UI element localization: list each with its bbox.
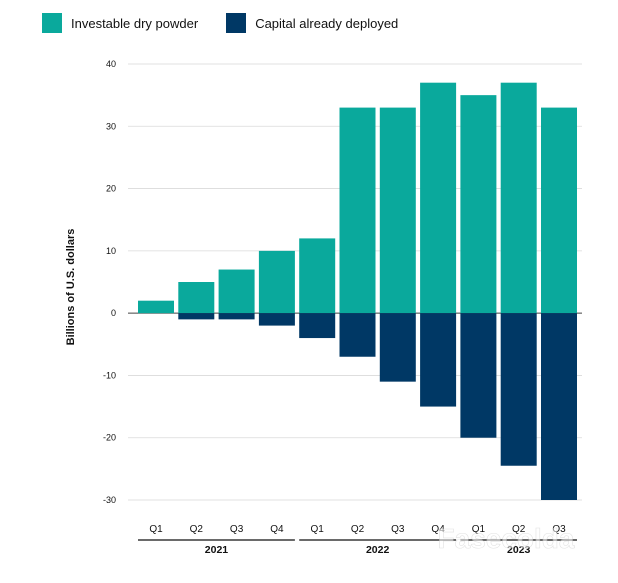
bar-capital-deployed <box>258 313 295 326</box>
bar-capital-deployed <box>299 313 336 339</box>
legend-item-dry-powder: Investable dry powder <box>42 13 198 33</box>
year-label: 2021 <box>205 544 229 556</box>
x-tick-label: Q2 <box>351 524 365 535</box>
legend-label-dry-powder: Investable dry powder <box>71 15 199 31</box>
legend-label-capital-deployed: Capital already deployed <box>255 15 399 31</box>
bar-capital-deployed <box>218 313 255 320</box>
chart-legend: Investable dry powder Capital already de… <box>42 13 426 33</box>
x-tick-label: Q3 <box>391 524 405 535</box>
year-label: 2023 <box>507 544 531 556</box>
bar-dry-powder <box>500 82 537 314</box>
y-tick-label: -20 <box>103 433 116 443</box>
bar-dry-powder <box>138 300 174 314</box>
y-tick-label: -10 <box>103 370 116 380</box>
y-tick-label: 20 <box>106 184 116 194</box>
legend-swatch-capital-deployed <box>226 13 247 33</box>
bar-capital-deployed <box>339 313 376 357</box>
x-tick-label: Q1 <box>311 524 325 535</box>
y-tick-label: 30 <box>106 121 116 131</box>
x-tick-label: Q4 <box>270 524 284 535</box>
y-tick-label: -30 <box>103 495 116 505</box>
bar-dry-powder <box>218 269 255 314</box>
x-tick-label: Q2 <box>512 524 526 535</box>
bar-dry-powder <box>339 107 376 314</box>
year-label: 2022 <box>366 544 390 556</box>
x-tick-label: Q1 <box>149 524 163 535</box>
bar-capital-deployed <box>500 313 537 466</box>
x-tick-label: Q3 <box>552 524 566 535</box>
bar-dry-powder <box>258 250 295 314</box>
watermark-logo: Fasecolda <box>438 523 575 554</box>
bar-capital-deployed <box>379 313 416 382</box>
y-tick-label: 40 <box>106 59 116 69</box>
bar-dry-powder <box>379 107 416 314</box>
bar-dry-powder <box>541 107 577 314</box>
bar-capital-deployed <box>420 313 457 407</box>
x-tick-label: Q3 <box>230 524 244 535</box>
bar-capital-deployed <box>178 313 215 320</box>
x-tick-label: Q1 <box>472 524 486 535</box>
x-tick-label: Q2 <box>190 524 204 535</box>
legend-swatch-dry-powder <box>42 13 62 33</box>
bar-dry-powder <box>420 82 457 314</box>
bar-dry-powder <box>178 282 215 314</box>
bar-dry-powder <box>299 238 336 314</box>
legend-item-capital-deployed: Capital already deployed <box>226 13 398 33</box>
bar-capital-deployed <box>541 313 577 500</box>
y-tick-label: 10 <box>106 246 116 256</box>
bar-dry-powder <box>460 95 497 314</box>
bar-capital-deployed <box>460 313 497 438</box>
y-tick-label: 0 <box>111 308 116 318</box>
x-tick-label: Q4 <box>431 524 445 535</box>
